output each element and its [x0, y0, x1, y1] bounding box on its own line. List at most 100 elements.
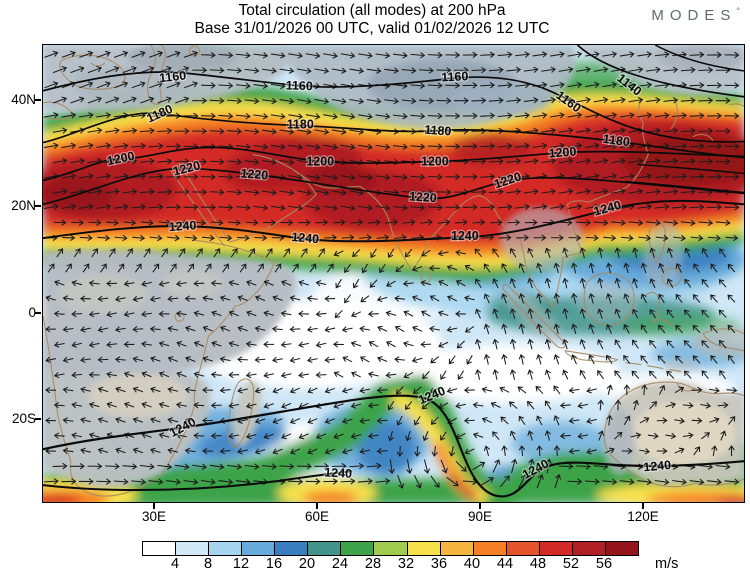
- wind-arrow: [375, 174, 391, 181]
- wind-arrow: [324, 387, 336, 394]
- wind-arrow: [428, 264, 440, 272]
- wind-arrow: [175, 280, 187, 287]
- wind-arrow: [621, 447, 633, 455]
- wind-arrow: [474, 308, 481, 319]
- wind-arrow: [360, 295, 370, 303]
- gray-region: [499, 207, 584, 272]
- wind-arrow: [395, 264, 405, 273]
- wind-arrow: [577, 432, 589, 440]
- wind-arrow: [245, 371, 257, 379]
- wind-arrow: [253, 204, 269, 211]
- wind-arrow: [497, 203, 513, 211]
- wind-arrow: [52, 66, 68, 74]
- wind-arrow: [149, 295, 161, 303]
- wind-arrow: [350, 340, 362, 347]
- wind-arrow: [392, 82, 408, 89]
- wind-arrow: [296, 67, 312, 74]
- wind-arrow: [411, 265, 423, 272]
- wind-arrow: [350, 402, 362, 409]
- wind-arrow: [384, 97, 400, 105]
- wind-arrow: [204, 263, 212, 273]
- wind-arrow: [280, 219, 294, 226]
- wind-arrow: [44, 112, 59, 119]
- wind-arrow: [139, 463, 155, 470]
- wind-arrow: [87, 463, 103, 470]
- wind-arrow: [315, 371, 327, 379]
- wind-arrow: [281, 433, 292, 440]
- colorbar-swatch-1: [176, 542, 210, 555]
- wind-arrow: [52, 462, 68, 470]
- wind-arrow: [500, 416, 509, 425]
- wind-arrow: [536, 474, 544, 489]
- wind-arrow: [148, 173, 164, 180]
- wind-arrow: [209, 189, 225, 196]
- wind-arrow: [497, 51, 513, 58]
- colorbar-swatch-11: [506, 542, 540, 555]
- wind-arrow: [367, 219, 381, 226]
- wind-arrow: [665, 401, 677, 409]
- wind-arrow: [280, 310, 292, 317]
- wind-arrow: [246, 279, 257, 287]
- wind-arrow: [314, 128, 330, 135]
- wind-arrow: [715, 97, 731, 104]
- wind-arrow: [114, 295, 126, 303]
- wind-arrow: [71, 371, 83, 379]
- wind-arrow: [701, 309, 710, 318]
- wind-arrow: [349, 67, 365, 74]
- wind-arrow: [614, 247, 621, 258]
- wind-arrow: [289, 418, 301, 425]
- wind-arrow: [619, 112, 635, 119]
- wind-arrow: [61, 478, 77, 485]
- wind-arrow: [263, 341, 275, 348]
- wind-arrow: [62, 417, 74, 424]
- wind-arrow: [715, 127, 731, 135]
- wind-arrow: [492, 248, 500, 258]
- wind-arrow: [272, 387, 283, 394]
- wind-arrow: [384, 67, 400, 74]
- wind-arrow: [254, 356, 266, 363]
- wind-arrow: [511, 458, 518, 474]
- wind-arrow: [132, 234, 146, 242]
- wind-arrow: [187, 263, 194, 273]
- wind-arrow: [464, 448, 475, 455]
- wind-arrow: [175, 310, 187, 317]
- wind-arrow: [568, 417, 580, 424]
- wind-arrow: [567, 203, 583, 210]
- wind-arrow: [515, 51, 530, 58]
- wind-arrow: [532, 142, 548, 150]
- wind-arrow: [359, 417, 371, 424]
- wind-arrow: [455, 249, 467, 256]
- wind-arrow: [97, 326, 109, 333]
- colorbar-tick: 40: [463, 556, 481, 572]
- wind-arrow: [227, 97, 243, 105]
- wind-arrow: [123, 311, 135, 318]
- wind-arrow: [597, 339, 604, 350]
- wind-arrow: [218, 173, 234, 181]
- wind-arrow: [506, 66, 522, 74]
- wind-arrow: [567, 112, 583, 119]
- wind-arrow: [707, 173, 722, 180]
- wind-arrow: [672, 112, 688, 119]
- wind-arrow: [509, 308, 517, 319]
- wind-arrow: [158, 340, 170, 348]
- wind-arrow: [541, 157, 557, 165]
- wind-arrow: [656, 447, 668, 455]
- wind-arrow: [167, 386, 179, 393]
- wind-arrow: [148, 81, 164, 89]
- wind-arrow: [472, 219, 486, 226]
- wind-arrow: [375, 204, 391, 211]
- wind-arrow: [314, 189, 330, 196]
- wind-arrow: [619, 478, 635, 486]
- wind-arrow: [517, 386, 527, 394]
- wind-arrow: [584, 478, 600, 485]
- wind-arrow: [176, 401, 187, 409]
- wind-arrow: [602, 142, 618, 149]
- wind-arrow: [475, 338, 482, 350]
- wind-arrow: [501, 263, 508, 273]
- wind-arrow: [597, 308, 604, 319]
- wind-arrow: [132, 356, 144, 363]
- wind-arrow: [280, 372, 292, 379]
- colorbar-swatch-8: [407, 542, 441, 555]
- wind-arrow: [497, 81, 513, 89]
- wind-arrow: [632, 399, 639, 411]
